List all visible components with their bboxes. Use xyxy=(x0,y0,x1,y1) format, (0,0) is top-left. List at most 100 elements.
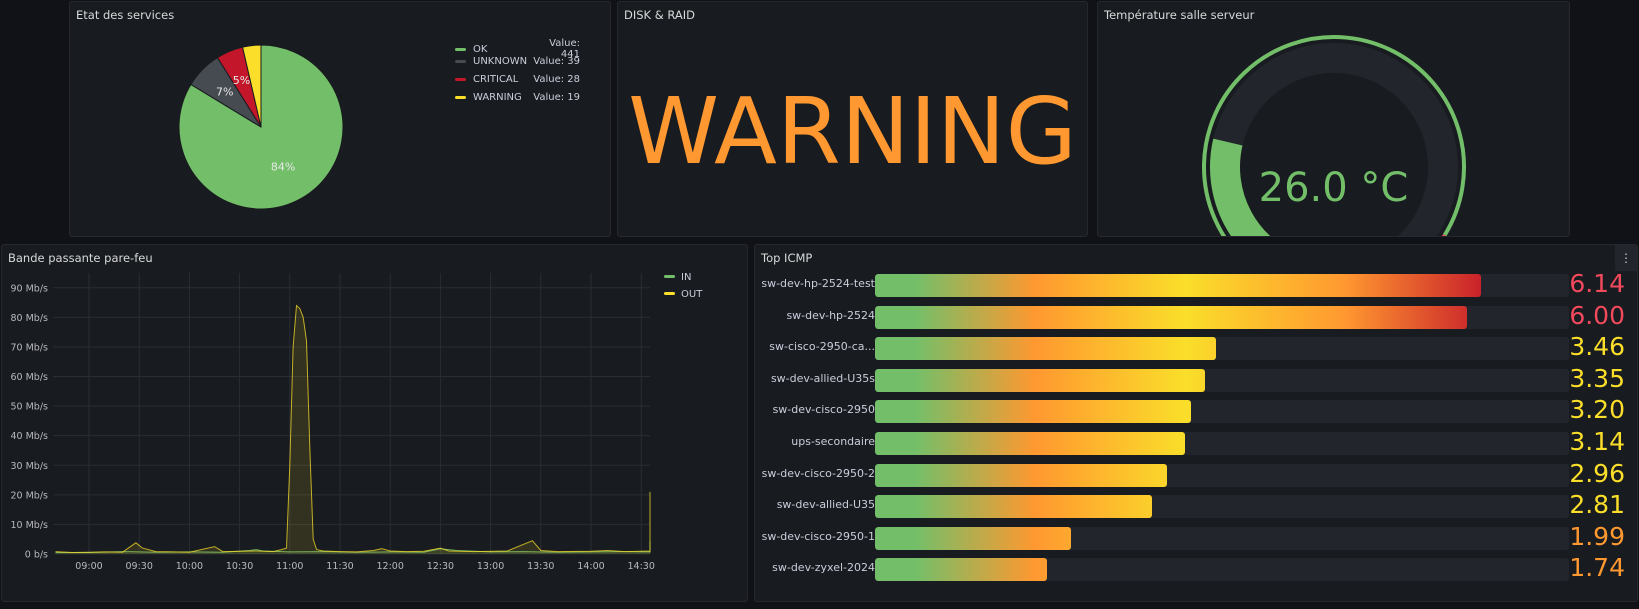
legend-value: Value: 441 xyxy=(549,38,580,60)
icmp-value: 3.14 xyxy=(1569,427,1625,456)
icmp-bar-track xyxy=(875,400,1569,424)
legend-item-critical[interactable]: CRITICAL Value: 28 xyxy=(455,74,580,85)
x-tick-label: 09:30 xyxy=(126,561,153,572)
icmp-host-label: sw-dev-cisco-2950 xyxy=(772,403,875,417)
icmp-row[interactable]: sw-dev-cisco-2950 3.20 xyxy=(755,395,1637,424)
legend-item-out[interactable]: OUT xyxy=(681,289,703,300)
x-tick-label: 10:30 xyxy=(226,561,253,572)
icmp-bar xyxy=(875,368,1205,392)
icmp-value: 2.81 xyxy=(1569,490,1625,520)
legend-item-unknown[interactable]: UNKNOWN Value: 39 xyxy=(455,56,580,67)
icmp-host-label: sw-dev-allied-U35 xyxy=(776,498,875,512)
gauge-value-arc xyxy=(1210,138,1271,236)
icmp-host-label: sw-cisco-2950-ca... xyxy=(769,340,875,354)
legend-item-in[interactable]: IN xyxy=(681,272,691,283)
icmp-host-label: sw-dev-cisco-2950-2 xyxy=(761,466,875,480)
legend-swatch xyxy=(455,96,466,99)
icmp-row[interactable]: sw-dev-cisco-2950-2 2.96 xyxy=(755,459,1637,488)
y-tick-label: 80 Mb/s xyxy=(11,313,49,324)
icmp-row[interactable]: sw-cisco-2950-ca... 3.46 xyxy=(755,332,1637,361)
icmp-bar-track xyxy=(875,495,1569,519)
icmp-host-label: sw-dev-allied-U35s xyxy=(770,371,875,385)
legend-item-warning[interactable]: WARNING Value: 19 xyxy=(455,92,580,103)
icmp-row[interactable]: ups-secondaire 3.14 xyxy=(755,427,1637,456)
legend-value: Value: 39 xyxy=(533,56,580,67)
legend-value: Value: 28 xyxy=(533,74,580,85)
pie-slice-warning[interactable] xyxy=(241,44,262,128)
icmp-host-label: sw-dev-hp-2524 xyxy=(786,308,875,322)
disk-raid-panel: DISK & RAID WARNING xyxy=(617,1,1088,237)
pie-slice-label: 5% xyxy=(233,74,250,87)
icmp-host-label: ups-secondaire xyxy=(791,435,875,448)
legend-swatch xyxy=(664,275,675,278)
pie-slice-label: 84% xyxy=(271,160,295,173)
gauge-threshold-ok xyxy=(1202,35,1466,236)
temperature-gauge xyxy=(1202,35,1466,236)
bandwidth-panel: Bande passante pare-feu 0 b/s 10 Mb/s 20 M… xyxy=(1,244,748,602)
temperature-panel: Température salle serveur 26.0 °C xyxy=(1097,1,1570,237)
icmp-row[interactable]: sw-dev-cisco-2950-1 1.99 xyxy=(755,522,1637,551)
icmp-bar xyxy=(875,432,1185,455)
y-tick-label: 60 Mb/s xyxy=(11,372,49,383)
x-tick-label: 11:30 xyxy=(326,561,353,572)
services-pie-chart: 84% 7%5% xyxy=(178,44,344,210)
y-tick-label: 30 Mb/s xyxy=(11,461,49,472)
icmp-bar-track xyxy=(875,463,1569,487)
x-tick-label: 13:00 xyxy=(477,561,504,572)
panel-title[interactable]: DISK & RAID xyxy=(624,8,696,22)
legend-label: WARNING xyxy=(473,92,522,103)
panel-title[interactable]: Bande passante pare-feu xyxy=(8,251,153,265)
y-tick-label: 70 Mb/s xyxy=(11,342,49,353)
icmp-value: 3.35 xyxy=(1569,363,1625,393)
series-area-in xyxy=(55,540,650,554)
panel-menu-button[interactable]: ⋮ xyxy=(1615,245,1637,271)
icmp-value: 3.46 xyxy=(1569,332,1625,362)
icmp-bar xyxy=(875,274,1481,297)
series-line-out[interactable] xyxy=(55,304,651,554)
bandwidth-line-chart: 0 b/s 10 Mb/s 20 Mb/s 30 Mb/s 40 Mb/s 50 Mb/s… xyxy=(11,272,704,572)
icmp-bar xyxy=(875,526,1071,550)
icmp-host-label: sw-dev-cisco-2950-1 xyxy=(761,529,875,543)
icmp-row[interactable]: sw-dev-zyxel-2024 1.74 xyxy=(755,553,1637,582)
legend-value: Value: 19 xyxy=(533,92,580,103)
legend-item-ok[interactable]: OK Value: 441 xyxy=(455,38,580,60)
icmp-value: 3.20 xyxy=(1569,395,1625,425)
panel-title[interactable]: Top ICMP xyxy=(761,251,813,265)
icmp-bar xyxy=(875,558,1047,582)
services-panel: Etat des services 84% 7% 5% OK Value: 441 UN… xyxy=(69,1,611,237)
icmp-bar-track xyxy=(875,274,1569,297)
icmp-bar-track xyxy=(875,305,1569,329)
disk-status-value: WARNING xyxy=(628,78,1077,185)
panel-title[interactable]: Etat des services xyxy=(76,8,175,22)
pie-slice-ok[interactable] xyxy=(178,44,344,210)
icmp-bar xyxy=(875,337,1216,361)
icmp-bar-track xyxy=(875,337,1569,361)
x-tick-label: 14:00 xyxy=(577,561,604,572)
x-tick-label: 10:00 xyxy=(176,561,203,572)
icmp-bar xyxy=(875,463,1167,487)
x-tick-label: 13:30 xyxy=(527,561,554,572)
icmp-bar-track xyxy=(875,432,1569,455)
icmp-value: 2.96 xyxy=(1569,458,1625,488)
legend-swatch xyxy=(455,60,466,63)
y-tick-label: 20 Mb/s xyxy=(11,490,49,501)
icmp-row[interactable]: sw-dev-hp-2524 6.00 xyxy=(755,301,1637,330)
legend-swatch xyxy=(455,47,466,51)
x-tick-label: 12:00 xyxy=(377,561,404,572)
icmp-row[interactable]: sw-dev-allied-U35s 3.35 xyxy=(755,364,1637,393)
legend-label: CRITICAL xyxy=(473,74,519,85)
panel-title[interactable]: Température salle serveur xyxy=(1104,8,1255,22)
icmp-bar xyxy=(875,305,1467,329)
icmp-row[interactable]: sw-dev-hp-2524-test 6.14 xyxy=(755,269,1637,298)
icmp-bar-track xyxy=(875,526,1569,550)
icmp-bar xyxy=(875,495,1152,519)
legend-swatch xyxy=(664,292,675,295)
pie-slice-label: 7% xyxy=(216,85,233,98)
icmp-row[interactable]: sw-dev-allied-U35 2.81 xyxy=(755,490,1637,519)
icmp-host-label: sw-dev-hp-2524-test xyxy=(761,277,875,290)
icmp-bar-track xyxy=(875,558,1569,582)
icmp-bar xyxy=(875,400,1191,424)
y-tick-label: 40 Mb/s xyxy=(11,431,49,442)
icmp-bar-track xyxy=(875,368,1569,392)
x-tick-label: 11:00 xyxy=(276,561,303,572)
